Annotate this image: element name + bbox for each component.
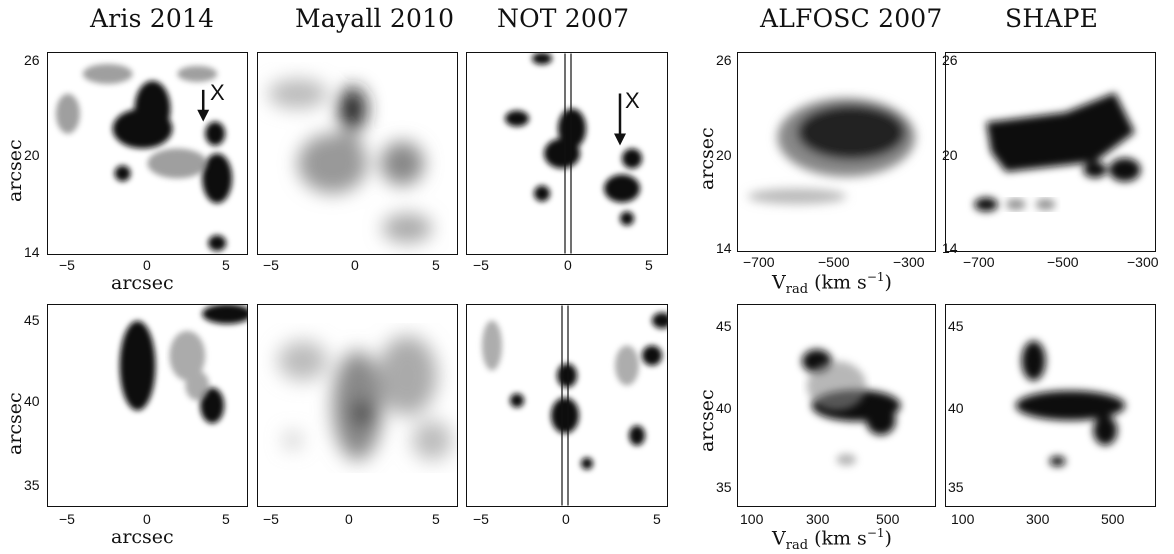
ytick-alfosc-40: 40 — [716, 400, 732, 416]
title-aris-2014: Aris 2014 — [90, 4, 215, 33]
ytick-top-26: 26 — [24, 52, 40, 68]
xtick-aris-bottom-5: 5 — [222, 511, 230, 527]
title-alfosc-2007: ALFOSC 2007 — [760, 4, 943, 33]
ytick-top-20: 20 — [24, 147, 40, 163]
xlabel-vrad-top: Vrad (km s−1) — [772, 270, 892, 298]
xtick-not-bottom-m5: −5 — [473, 511, 489, 527]
panel-aris-bottom — [47, 304, 248, 507]
panel-shape-top — [945, 52, 1156, 252]
ytick-bottom-40: 40 — [24, 393, 40, 409]
panel-shape-bottom — [945, 304, 1156, 507]
panel-mayall-bottom — [257, 304, 458, 507]
xtick-alfosc-m300: −300 — [893, 254, 925, 270]
ytick-bottom-35: 35 — [24, 477, 40, 493]
panel-aris-top — [47, 52, 248, 255]
title-mayall-2010: Mayall 2010 — [295, 4, 455, 33]
ylabel-bottom-alfosc: arcsec — [696, 389, 718, 452]
x-marker-aris: X — [210, 80, 225, 105]
xtick-aris-top-5: 5 — [222, 257, 230, 273]
ytick-shape-40: 40 — [948, 400, 964, 416]
xtick-shape-500: 500 — [1101, 511, 1125, 527]
ytick-shape-35: 35 — [948, 479, 964, 495]
ytick-shape-26: 26 — [942, 52, 958, 68]
xtick-aris-top-m5: −5 — [59, 257, 75, 273]
panel-alfosc-bottom — [737, 304, 936, 507]
xtick-mayall-top-0: 0 — [351, 257, 359, 273]
xtick-aris-bottom-0: 0 — [143, 511, 151, 527]
ytick-top-14: 14 — [24, 244, 40, 260]
panel-alfosc-top — [737, 52, 936, 252]
ytick-shape-45: 45 — [948, 318, 964, 334]
xtick-mayall-bottom-5: 5 — [432, 511, 440, 527]
xtick-not-bottom-5: 5 — [653, 511, 661, 527]
xtick-mayall-bottom-0: 0 — [345, 511, 353, 527]
image-not-bottom — [482, 305, 667, 506]
ylabel-bottom-left: arcsec — [4, 392, 26, 455]
xtick-alfosc-100: 100 — [740, 511, 764, 527]
xtick-aris-bottom-m5: −5 — [59, 511, 75, 527]
xtick-alfosc-300: 300 — [806, 511, 830, 527]
image-alfosc-top — [747, 97, 916, 205]
xtick-shape-m300: −300 — [1127, 254, 1159, 270]
xtick-not-bottom-0: 0 — [562, 511, 570, 527]
image-aris-bottom — [119, 305, 247, 424]
ytick-alfosc-35: 35 — [716, 479, 732, 495]
ytick-alfosc-14: 14 — [716, 240, 732, 256]
xlabel-aris-bottom: arcsec — [111, 526, 174, 548]
xtick-not-top-0: 0 — [564, 257, 572, 273]
image-alfosc-bottom — [802, 349, 901, 466]
title-shape: SHAPE — [1005, 4, 1099, 33]
ytick-shape-20: 20 — [942, 147, 958, 163]
image-shape-top — [974, 92, 1141, 212]
image-mayall-top — [267, 78, 433, 244]
title-not-2007: NOT 2007 — [497, 4, 630, 33]
xtick-mayall-top-5: 5 — [432, 257, 440, 273]
image-not-top — [505, 53, 642, 254]
ytick-bottom-45: 45 — [24, 312, 40, 328]
xtick-not-top-5: 5 — [645, 257, 653, 273]
xlabel-vrad-bottom: Vrad (km s−1) — [772, 526, 892, 554]
ytick-shape-14: 14 — [942, 240, 958, 256]
xtick-mayall-top-m5: −5 — [263, 257, 279, 273]
xtick-not-top-m5: −5 — [473, 257, 489, 273]
xtick-shape-100: 100 — [951, 511, 975, 527]
ylabel-top-left: arcsec — [4, 139, 26, 202]
xtick-shape-m700: −700 — [963, 254, 995, 270]
ytick-alfosc-45: 45 — [716, 318, 732, 334]
panel-not-bottom — [466, 304, 668, 507]
image-mayall-bottom — [277, 335, 453, 461]
x-marker-not: X — [625, 88, 640, 113]
panel-mayall-top — [257, 52, 458, 255]
ylabel-top-alfosc: arcsec — [696, 127, 718, 190]
xtick-alfosc-500: 500 — [876, 511, 900, 527]
xtick-shape-m500: −500 — [1047, 254, 1079, 270]
image-aris-top — [55, 63, 233, 252]
xtick-shape-300: 300 — [1026, 511, 1050, 527]
ytick-alfosc-20: 20 — [716, 147, 732, 163]
xtick-mayall-bottom-m5: −5 — [263, 511, 279, 527]
xtick-aris-top-0: 0 — [143, 257, 151, 273]
ytick-alfosc-26: 26 — [716, 52, 732, 68]
image-shape-bottom — [1015, 340, 1126, 467]
xtick-alfosc-m500: −500 — [818, 254, 850, 270]
xlabel-aris-top: arcsec — [111, 272, 174, 294]
xtick-alfosc-m700: −700 — [743, 254, 775, 270]
panel-not-top — [466, 52, 668, 255]
